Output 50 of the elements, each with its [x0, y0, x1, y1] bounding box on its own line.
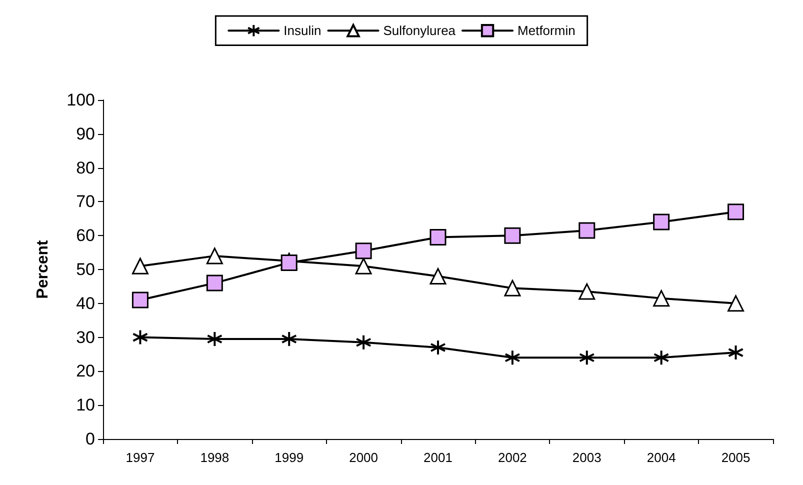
point: [653, 214, 670, 230]
y-tick-label: 90: [76, 124, 95, 144]
point: [355, 242, 372, 260]
point: [356, 334, 372, 350]
point: [281, 330, 298, 347]
point: [206, 274, 223, 292]
x-tick-label: 1997: [126, 450, 155, 465]
point: [355, 258, 372, 274]
legend-label: Sulfonylurea: [383, 23, 456, 38]
point: [206, 330, 223, 347]
point: [132, 292, 148, 308]
point: [430, 229, 446, 246]
point: [728, 344, 744, 361]
point: [132, 329, 148, 346]
point: [504, 280, 521, 296]
y-tick-label: 60: [76, 226, 95, 246]
y-tick-label: 10: [76, 396, 95, 415]
point: [578, 283, 596, 300]
point: [578, 350, 595, 366]
y-axis-title: Percent: [34, 239, 52, 299]
point: [430, 339, 446, 356]
point: [280, 254, 298, 271]
x-tick-label: 2004: [646, 450, 676, 465]
point: [132, 258, 148, 274]
x-tick-label: 2003: [572, 450, 602, 465]
x-tick-label: 2000: [349, 450, 378, 465]
x-tick-label: 1999: [274, 450, 304, 465]
x-tick-label: 2005: [721, 450, 750, 465]
y-tick-label: 20: [76, 362, 95, 381]
point: [653, 290, 670, 307]
point: [653, 350, 670, 366]
y-tick-label: 0: [86, 430, 95, 448]
point: [430, 268, 446, 285]
y-tick-label: 30: [76, 328, 95, 347]
x-tick-label: 2001: [424, 450, 452, 465]
y-tick-label: 80: [76, 158, 95, 178]
legend-label: Metformin: [518, 23, 576, 38]
x-tick-label: 1998: [200, 450, 230, 465]
point: [578, 222, 596, 239]
legend-label: Insulin: [284, 23, 322, 38]
y-tick-label: 50: [76, 260, 95, 279]
point: [728, 204, 744, 220]
point: [504, 350, 520, 366]
point: [728, 295, 744, 312]
x-tick-label: 2002: [498, 450, 527, 465]
point: [504, 227, 521, 244]
y-tick-label: 40: [76, 294, 95, 313]
y-tick-label: 70: [76, 192, 95, 212]
y-tick-label: 100: [66, 90, 95, 110]
point: [206, 248, 223, 264]
